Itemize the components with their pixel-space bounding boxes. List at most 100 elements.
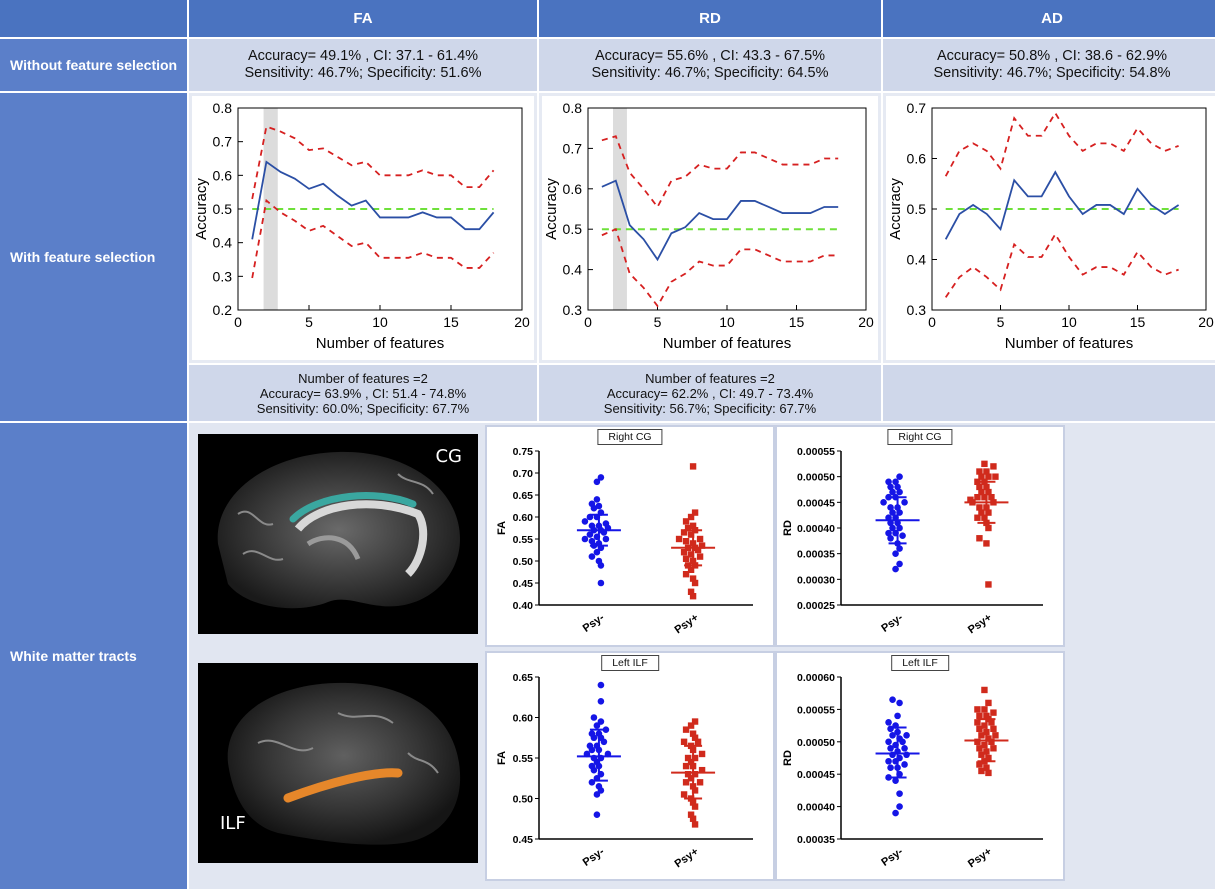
cell-without-rd: Accuracy= 55.6% , CI: 43.3 - 67.5% Sensi… [539, 39, 881, 91]
psy-pos-point [689, 593, 697, 600]
dotplot-right-cg-rd: Right CG 0.00025 0.00030 0.00035 0.00040 0.00… [775, 425, 1065, 647]
psy-pos-point [983, 764, 990, 771]
psy-pos-point [689, 730, 697, 737]
psy-neg-point [889, 524, 896, 532]
category-label: Psy+ [966, 612, 994, 637]
psy-neg-point [896, 545, 903, 552]
psy-pos-point [978, 751, 985, 758]
psy-neg-point [602, 520, 610, 527]
psy-neg-point [597, 681, 605, 689]
psy-pos-point [990, 725, 997, 733]
psy-neg-point [581, 518, 589, 525]
summary-rd-line1: Number of features =2 [645, 370, 775, 386]
y-tick-label: 0.7 [907, 100, 927, 116]
psy-pos-point [990, 745, 997, 752]
psy-pos-point [698, 766, 706, 774]
psy-pos-point [684, 754, 692, 762]
y-tick-label: 0.75 [513, 446, 534, 458]
psy-pos-point [696, 535, 704, 543]
y-tick-label: 0.55 [513, 534, 534, 546]
psy-pos-point [691, 754, 699, 762]
psy-pos-point [684, 524, 692, 532]
y-tick-label: 0.2 [213, 302, 233, 318]
brain-image-ilf: ILF [198, 663, 478, 863]
accuracy-line [601, 179, 839, 262]
y-tick-label: 0.4 [213, 235, 233, 251]
psy-pos-point [985, 488, 992, 496]
x-tick-label: 5 [305, 314, 313, 330]
psy-neg-point [901, 499, 908, 506]
y-tick-label: 0.60 [513, 713, 534, 725]
psy-pos-point [689, 463, 697, 470]
psy-neg-point [892, 809, 899, 817]
y-tick-label: 0.50 [513, 794, 534, 806]
brain-ilf-drawing [227, 682, 461, 845]
accuracy-chart-ad: 0 5 10 15 20 0.3 0.4 0.5 0.6 0.7 Number of feature… [886, 96, 1215, 360]
psy-neg-point [586, 742, 594, 750]
y-tick-label: 0.3 [907, 302, 927, 318]
psy-pos-point [990, 709, 997, 716]
psy-neg-point [597, 698, 605, 705]
summary-rd-line3: Sensitivity: 56.7%; Specificity: 67.7% [603, 400, 817, 416]
without-rd-line1: Accuracy= 55.6% , CI: 43.3 - 67.5% [594, 48, 826, 64]
psy-pos-point [985, 699, 992, 707]
accuracy-chart-rd: 0 5 10 15 20 0.3 0.4 0.5 0.6 0.7 0.8 Number of feat… [542, 96, 878, 360]
psy-neg-point [593, 548, 601, 556]
psy-pos-point [691, 803, 699, 810]
y-tick-label: 0.45 [513, 834, 534, 846]
psy-pos-point [981, 686, 988, 694]
psy-neg-point [581, 535, 589, 543]
psy-pos-point [988, 738, 995, 745]
accuracy-chart-svg: 0 5 10 15 20 0.3 0.4 0.5 0.6 0.7 Number of feature… [887, 100, 1214, 352]
y-tick-label: 0.7 [213, 134, 233, 150]
psy-neg-point [590, 714, 598, 721]
y-tick-label: 0.45 [513, 578, 534, 590]
psy-pos-point [988, 719, 995, 726]
y-axis-label: FA [496, 751, 508, 765]
cell-plot-ad: 0 5 10 15 20 0.3 0.4 0.5 0.6 0.7 Number of feature… [883, 93, 1215, 363]
row-label-white-matter-tracts: White matter tracts [0, 423, 187, 889]
psy-neg-point [889, 509, 896, 516]
y-tick-label: 0.60 [513, 512, 534, 524]
y-tick-label: 0.00060 [797, 672, 835, 684]
dotplot-title: Left ILF [891, 655, 949, 671]
psy-pos-point [981, 514, 988, 521]
ci-upper-line [251, 125, 495, 200]
y-tick-label: 0.5 [563, 221, 583, 237]
psy-neg-point [593, 811, 601, 818]
x-tick-label: 5 [997, 314, 1005, 330]
without-ad-line2: Sensitivity: 46.7%; Specificity: 54.8% [933, 65, 1171, 81]
psy-neg-point [896, 803, 903, 810]
without-fa-line2: Sensitivity: 46.7%; Specificity: 51.6% [244, 65, 482, 81]
psy-pos-point [691, 718, 699, 725]
summary-fa-line2: Accuracy= 63.9% , CI: 51.4 - 74.8% [259, 385, 467, 401]
psy-pos-point [974, 719, 981, 726]
psy-pos-point [974, 738, 981, 745]
psy-pos-point [976, 468, 983, 475]
psy-pos-point [974, 494, 981, 501]
y-tick-label: 0.00050 [797, 472, 835, 484]
psy-pos-point [680, 738, 688, 745]
x-tick-label: 20 [514, 314, 530, 330]
ci-lower-line [944, 232, 1179, 298]
dotplot-title: Right CG [887, 429, 953, 445]
psy-neg-point [588, 537, 596, 545]
psy-neg-point [896, 560, 903, 568]
cell-plot-fa: 0 5 10 15 20 0.2 0.3 0.4 0.5 0.6 0.7 0.8 Number of f… [189, 93, 537, 363]
dotplot-title: Left ILF [601, 655, 659, 671]
psy-pos-point [682, 779, 690, 786]
psy-pos-point [978, 732, 985, 739]
psy-pos-point [687, 811, 695, 818]
psy-neg-point [593, 496, 601, 503]
ci-upper-line [944, 111, 1179, 177]
psy-pos-point [978, 509, 985, 516]
ci-lower-line [601, 227, 839, 308]
psy-neg-point [885, 757, 892, 765]
summary-rd-line2: Accuracy= 62.2% , CI: 49.7 - 73.4% [606, 385, 814, 401]
ci-upper-line [601, 135, 839, 209]
psy-pos-point [680, 529, 688, 536]
psy-pos-point [976, 745, 983, 752]
x-tick-label: 15 [1130, 314, 1146, 330]
header-rd: RD [539, 0, 881, 37]
